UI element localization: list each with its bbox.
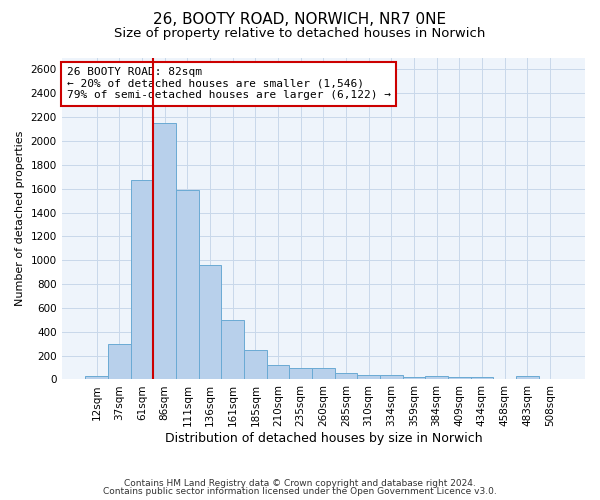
- X-axis label: Distribution of detached houses by size in Norwich: Distribution of detached houses by size …: [164, 432, 482, 445]
- Bar: [154, 123, 176, 380]
- Bar: [131, 180, 154, 380]
- Bar: [289, 368, 312, 380]
- Text: 26, BOOTY ROAD, NORWICH, NR7 0NE: 26, BOOTY ROAD, NORWICH, NR7 0NE: [154, 12, 446, 28]
- Bar: [403, 377, 425, 380]
- Bar: [425, 376, 448, 380]
- Bar: [335, 374, 358, 380]
- Bar: [493, 379, 516, 380]
- Text: Contains HM Land Registry data © Crown copyright and database right 2024.: Contains HM Land Registry data © Crown c…: [124, 478, 476, 488]
- Bar: [266, 365, 289, 380]
- Bar: [448, 377, 470, 380]
- Bar: [470, 377, 493, 380]
- Bar: [312, 368, 335, 380]
- Text: Contains public sector information licensed under the Open Government Licence v3: Contains public sector information licen…: [103, 487, 497, 496]
- Bar: [199, 265, 221, 380]
- Bar: [108, 344, 131, 380]
- Bar: [176, 190, 199, 380]
- Bar: [244, 350, 266, 380]
- Text: Size of property relative to detached houses in Norwich: Size of property relative to detached ho…: [115, 28, 485, 40]
- Bar: [221, 320, 244, 380]
- Bar: [85, 376, 108, 380]
- Text: 26 BOOTY ROAD: 82sqm
← 20% of detached houses are smaller (1,546)
79% of semi-de: 26 BOOTY ROAD: 82sqm ← 20% of detached h…: [67, 67, 391, 100]
- Bar: [516, 376, 539, 380]
- Bar: [380, 376, 403, 380]
- Y-axis label: Number of detached properties: Number of detached properties: [15, 131, 25, 306]
- Bar: [358, 376, 380, 380]
